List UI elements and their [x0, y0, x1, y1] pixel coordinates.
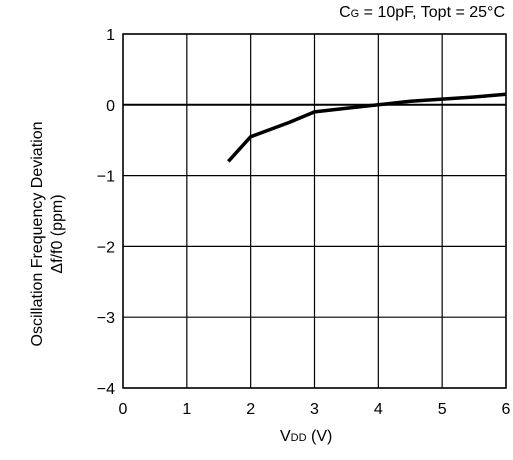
x-tick-label: 2	[246, 401, 255, 418]
x-tick-label: 3	[310, 401, 319, 418]
x-tick-label: 6	[502, 401, 511, 418]
x-axis-label-main: V	[280, 428, 291, 445]
x-tick-label: 5	[438, 401, 447, 418]
x-axis-label-subscript: DD	[291, 432, 307, 444]
y-tick-label: −4	[97, 381, 115, 398]
x-axis-ticks: 0 1 2 3 4 5 6	[119, 401, 511, 418]
x-tick-label: 4	[374, 401, 383, 418]
y-axis-label-line-2: Δf/f0 (ppm)	[48, 84, 68, 384]
y-tick-label: −1	[97, 169, 115, 186]
y-tick-label: −3	[97, 310, 115, 327]
y-tick-label: 1	[106, 27, 115, 44]
y-axis-label: Oscillation Frequency Deviation Δf/f0 (p…	[28, 84, 68, 384]
grid	[123, 34, 506, 388]
y-tick-label: 0	[106, 98, 115, 115]
x-tick-label: 1	[182, 401, 191, 418]
y-axis-ticks: 1 0 −1 −2 −3 −4	[97, 27, 115, 398]
x-axis-label-unit: (V)	[307, 428, 333, 445]
x-axis-label: VDD (V)	[280, 428, 332, 446]
x-tick-label: 0	[119, 401, 128, 418]
y-tick-label: −2	[97, 239, 115, 256]
y-axis-label-line-1: Oscillation Frequency Deviation	[28, 84, 48, 384]
